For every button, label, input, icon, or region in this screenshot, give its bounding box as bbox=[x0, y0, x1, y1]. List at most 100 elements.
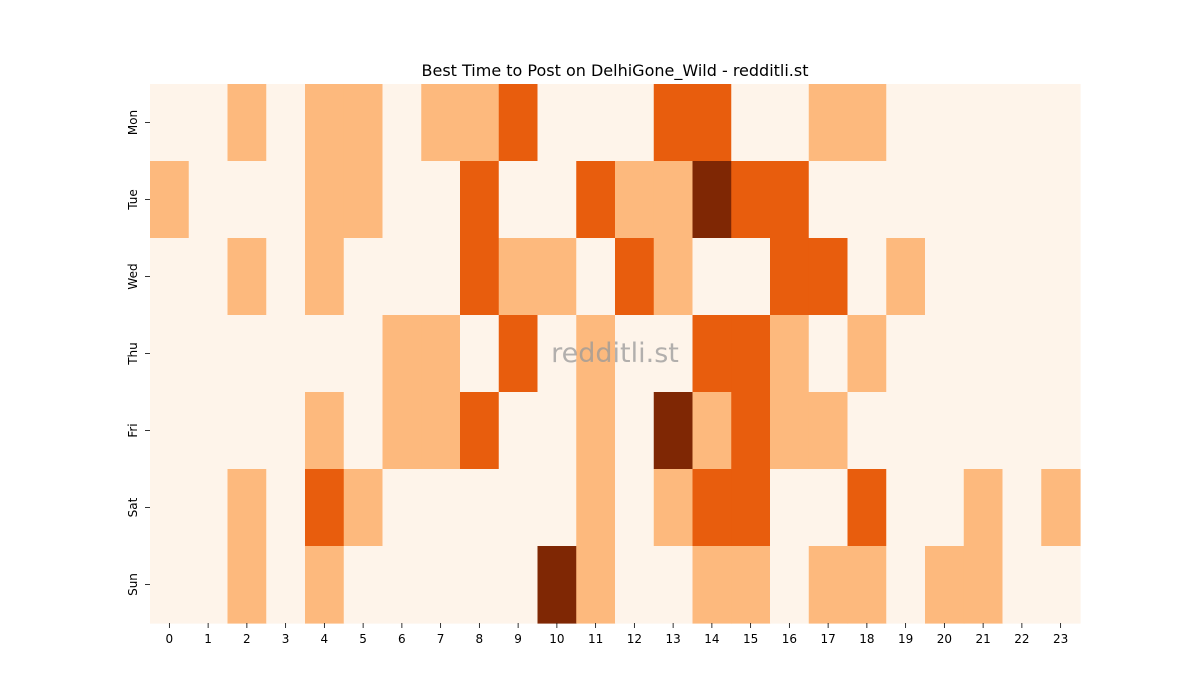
heatmap-cell-wed-4 bbox=[305, 238, 345, 316]
heatmap-cell-fri-11 bbox=[576, 392, 616, 470]
heatmap-cell-tue-7 bbox=[421, 161, 461, 239]
heatmap-cell-fri-3 bbox=[266, 392, 306, 470]
heatmap-cell-fri-10 bbox=[537, 392, 577, 470]
heatmap-cell-thu-16 bbox=[770, 315, 810, 393]
x-tick-label-17: 17 bbox=[820, 632, 835, 646]
heatmap-cell-mon-7 bbox=[421, 84, 461, 162]
heatmap-cell-tue-21 bbox=[963, 161, 1004, 239]
heatmap-cell-sat-13 bbox=[653, 469, 694, 547]
heatmap-cell-sat-2 bbox=[227, 469, 267, 547]
heatmap-cell-wed-14 bbox=[692, 238, 732, 316]
heatmap-cell-tue-13 bbox=[653, 161, 694, 239]
heatmap-cell-fri-19 bbox=[886, 392, 926, 470]
heatmap-cell-thu-12 bbox=[615, 315, 655, 393]
heatmap-cell-mon-9 bbox=[498, 84, 539, 162]
heatmap-cell-sun-1 bbox=[188, 546, 229, 624]
x-tick-label-10: 10 bbox=[549, 632, 564, 646]
heatmap-cell-sun-12 bbox=[615, 546, 655, 624]
heatmap-cell-fri-22 bbox=[1002, 392, 1042, 470]
heatmap-cell-fri-17 bbox=[808, 392, 849, 470]
heatmap-cell-fri-2 bbox=[227, 392, 267, 470]
heatmap-cell-fri-15 bbox=[731, 392, 771, 470]
y-tick-label-sat: Sat bbox=[126, 497, 140, 517]
x-tick-label-9: 9 bbox=[514, 632, 522, 646]
heatmap-cell-thu-9 bbox=[498, 315, 539, 393]
heatmap-cell-thu-22 bbox=[1002, 315, 1042, 393]
x-tick-label-16: 16 bbox=[782, 632, 797, 646]
heatmap-cell-sat-17 bbox=[808, 469, 849, 547]
x-tick-label-15: 15 bbox=[743, 632, 758, 646]
heatmap-cell-sun-10 bbox=[537, 546, 577, 624]
heatmap-cell-tue-9 bbox=[498, 161, 539, 239]
heatmap-cell-wed-5 bbox=[343, 238, 384, 316]
heatmap-cell-sun-8 bbox=[460, 546, 500, 624]
heatmap-cell-wed-1 bbox=[188, 238, 229, 316]
heatmap-cell-mon-17 bbox=[808, 84, 849, 162]
heatmap-cell-thu-0 bbox=[150, 315, 190, 393]
heatmap-cell-sat-16 bbox=[770, 469, 810, 547]
heatmap-cell-thu-19 bbox=[886, 315, 926, 393]
heatmap-cell-fri-23 bbox=[1041, 392, 1081, 470]
heatmap-cell-sat-20 bbox=[925, 469, 965, 547]
x-tick-label-23: 23 bbox=[1053, 632, 1068, 646]
heatmap-cell-sun-22 bbox=[1002, 546, 1042, 624]
heatmap-cell-sun-17 bbox=[808, 546, 849, 624]
heatmap-cell-sun-5 bbox=[343, 546, 384, 624]
heatmap-cell-thu-20 bbox=[925, 315, 965, 393]
heatmap-cell-sun-7 bbox=[421, 546, 461, 624]
heatmap-cell-fri-1 bbox=[188, 392, 229, 470]
y-tick-label-sun: Sun bbox=[126, 573, 140, 596]
heatmap-cell-fri-14 bbox=[692, 392, 732, 470]
heatmap-cell-fri-5 bbox=[343, 392, 384, 470]
heatmap-cell-mon-4 bbox=[305, 84, 345, 162]
heatmap-cell-sat-7 bbox=[421, 469, 461, 547]
heatmap-cell-wed-11 bbox=[576, 238, 616, 316]
heatmap-cell-sun-4 bbox=[305, 546, 345, 624]
heatmap-cell-thu-2 bbox=[227, 315, 267, 393]
heatmap-cell-thu-15 bbox=[731, 315, 771, 393]
heatmap-cell-fri-7 bbox=[421, 392, 461, 470]
heatmap-cell-sat-19 bbox=[886, 469, 926, 547]
heatmap-cell-tue-3 bbox=[266, 161, 306, 239]
heatmap-cell-mon-2 bbox=[227, 84, 267, 162]
heatmap-cell-mon-3 bbox=[266, 84, 306, 162]
heatmap-cell-mon-15 bbox=[731, 84, 771, 162]
heatmap-cell-wed-8 bbox=[460, 238, 500, 316]
heatmap-cell-sat-8 bbox=[460, 469, 500, 547]
heatmap-cell-mon-13 bbox=[653, 84, 694, 162]
heatmap-cell-sat-1 bbox=[188, 469, 229, 547]
heatmap-cell-sat-14 bbox=[692, 469, 732, 547]
heatmap-cell-mon-12 bbox=[615, 84, 655, 162]
heatmap-cell-wed-10 bbox=[537, 238, 577, 316]
heatmap-cell-mon-11 bbox=[576, 84, 616, 162]
heatmap-cell-tue-18 bbox=[847, 161, 887, 239]
heatmap-cell-tue-6 bbox=[382, 161, 422, 239]
heatmap-cell-thu-1 bbox=[188, 315, 229, 393]
x-tick-label-12: 12 bbox=[627, 632, 642, 646]
x-tick-label-2: 2 bbox=[243, 632, 251, 646]
heatmap-cell-thu-10 bbox=[537, 315, 577, 393]
heatmap-cell-wed-16 bbox=[770, 238, 810, 316]
heatmap-cell-fri-12 bbox=[615, 392, 655, 470]
heatmap-cell-thu-23 bbox=[1041, 315, 1081, 393]
watermark: redditli.st bbox=[551, 338, 679, 369]
heatmap-cell-sun-14 bbox=[692, 546, 732, 624]
heatmap-cell-mon-0 bbox=[150, 84, 190, 162]
heatmap-cell-mon-18 bbox=[847, 84, 887, 162]
heatmap-cell-fri-16 bbox=[770, 392, 810, 470]
heatmap-cell-sat-4 bbox=[305, 469, 345, 547]
heatmap-cell-wed-7 bbox=[421, 238, 461, 316]
x-tick-label-6: 6 bbox=[398, 632, 406, 646]
heatmap-cell-sun-18 bbox=[847, 546, 887, 624]
heatmap-cell-mon-10 bbox=[537, 84, 577, 162]
heatmap-cell-sat-22 bbox=[1002, 469, 1042, 547]
x-tick-label-18: 18 bbox=[859, 632, 874, 646]
x-tick-label-11: 11 bbox=[588, 632, 603, 646]
x-tick-label-8: 8 bbox=[476, 632, 484, 646]
x-tick-label-3: 3 bbox=[282, 632, 290, 646]
heatmap-cell-fri-21 bbox=[963, 392, 1004, 470]
heatmap-cell-thu-11 bbox=[576, 315, 616, 393]
heatmap-cell-wed-12 bbox=[615, 238, 655, 316]
heatmap-cells bbox=[150, 84, 1081, 624]
chart-title: Best Time to Post on DelhiGone_Wild - re… bbox=[422, 61, 809, 81]
